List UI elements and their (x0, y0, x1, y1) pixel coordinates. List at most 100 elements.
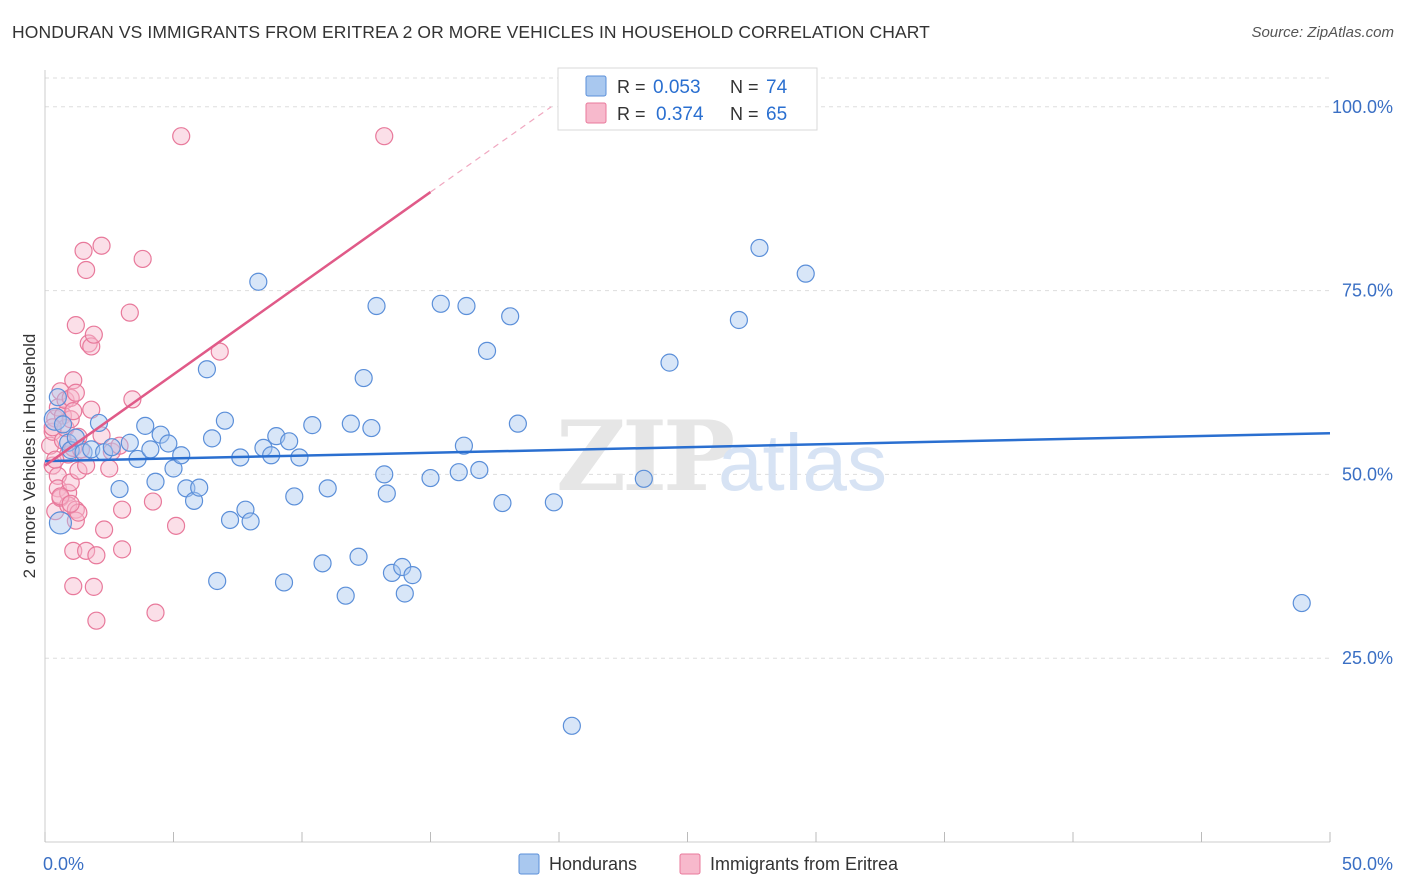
point-immigrants-from-eritrea (77, 541, 96, 560)
legend-n-value: 65 (766, 104, 787, 125)
point-immigrants-from-eritrea (84, 577, 103, 596)
point-hondurans (421, 468, 440, 488)
point-hondurans (431, 294, 450, 313)
point-hondurans (354, 368, 373, 388)
point-hondurans (349, 547, 368, 566)
y-tick-label: 50.0% (1342, 464, 1393, 484)
point-hondurans (274, 573, 294, 592)
point-hondurans (120, 433, 139, 452)
point-hondurans (159, 434, 178, 453)
x-tick-label: 0.0% (43, 854, 84, 874)
point-immigrants-from-eritrea (143, 492, 163, 511)
point-hondurans (562, 716, 581, 735)
point-hondurans (377, 484, 396, 503)
point-immigrants-from-eritrea (79, 334, 98, 353)
trend-line-hondurans (44, 431, 1331, 463)
legend-n-label: N = (730, 104, 759, 124)
point-immigrants-from-eritrea (95, 520, 114, 539)
point-hondurans (796, 264, 815, 283)
trend-line-eritrea-extension (430, 106, 552, 193)
stats-legend: R = 0.053 N = 74 R = 0.374 N = 65 (557, 67, 818, 131)
legend-n-label: N = (730, 77, 759, 97)
point-hondurans (280, 432, 299, 451)
point-hondurans (303, 416, 322, 435)
point-hondurans (53, 415, 73, 434)
point-hondurans (89, 413, 109, 433)
point-hondurans (382, 563, 402, 583)
y-tick-label: 25.0% (1342, 648, 1393, 668)
point-immigrants-from-eritrea (64, 402, 83, 421)
point-immigrants-from-eritrea (112, 500, 132, 519)
point-immigrants-from-eritrea (120, 303, 139, 322)
point-immigrants-from-eritrea (66, 383, 85, 402)
point-hondurans (470, 460, 489, 480)
point-hondurans (146, 472, 165, 491)
point-hondurans (1292, 593, 1311, 613)
point-immigrants-from-eritrea (64, 541, 83, 560)
point-hondurans (215, 411, 234, 430)
point-hondurans (141, 440, 160, 459)
legend-r-label: R = (617, 77, 646, 97)
point-hondurans (48, 511, 73, 535)
point-hondurans (318, 479, 337, 498)
point-immigrants-from-eritrea (61, 388, 80, 408)
point-immigrants-from-eritrea (43, 418, 62, 437)
point-immigrants-from-eritrea (172, 127, 191, 146)
point-hondurans (501, 307, 520, 326)
series-immigrants-from-eritrea (41, 127, 394, 630)
x-tick-label: 50.0% (1342, 854, 1393, 874)
y-tick-labels: 25.0% 50.0% 75.0% 100.0% (1332, 97, 1393, 668)
legend-swatch-eritrea-bottom (679, 853, 701, 875)
point-hondurans (362, 418, 381, 438)
axes (44, 70, 1331, 843)
point-immigrants-from-eritrea (92, 236, 111, 255)
legend-r-value: 0.053 (653, 77, 701, 98)
point-hondurans (110, 479, 129, 499)
point-immigrants-from-eritrea (66, 316, 85, 335)
point-immigrants-from-eritrea (87, 546, 106, 565)
point-hondurans (290, 448, 309, 467)
point-immigrants-from-eritrea (51, 487, 70, 506)
legend-label-hondurans: Hondurans (549, 854, 637, 874)
legend-n-value: 74 (766, 77, 788, 98)
legend-swatch-hondurans-bottom (518, 853, 540, 875)
point-hondurans (202, 429, 222, 448)
point-hondurans (341, 414, 360, 433)
point-hondurans (249, 272, 268, 291)
point-hondurans (493, 493, 512, 513)
point-hondurans (544, 493, 563, 512)
x-tick-labels: 0.0% 50.0% (43, 854, 1393, 874)
point-hondurans (477, 341, 497, 360)
point-hondurans (508, 414, 527, 433)
chart-title: HONDURAN VS IMMIGRANTS FROM ERITREA 2 OR… (12, 22, 930, 42)
point-immigrants-from-eritrea (112, 540, 132, 559)
point-immigrants-from-eritrea (146, 603, 165, 622)
point-hondurans (241, 512, 260, 531)
y-tick-label: 100.0% (1332, 97, 1393, 117)
point-immigrants-from-eritrea (61, 494, 80, 513)
point-immigrants-from-eritrea (87, 611, 106, 630)
point-hondurans (48, 388, 67, 407)
point-immigrants-from-eritrea (84, 325, 103, 344)
watermark: ZIP atlas (556, 400, 887, 513)
point-hondurans (190, 478, 209, 497)
point-hondurans (729, 310, 749, 330)
point-immigrants-from-eritrea (123, 390, 142, 409)
point-immigrants-from-eritrea (100, 459, 119, 478)
point-immigrants-from-eritrea (166, 516, 186, 535)
point-hondurans (457, 296, 476, 316)
point-immigrants-from-eritrea (110, 436, 129, 455)
watermark-atlas: atlas (718, 418, 887, 507)
point-hondurans (136, 416, 155, 435)
point-hondurans (220, 510, 240, 530)
point-immigrants-from-eritrea (64, 577, 83, 596)
legend-label-eritrea: Immigrants from Eritrea (710, 854, 899, 874)
series-legend: Hondurans Immigrants from Eritrea (518, 853, 899, 875)
point-hondurans (197, 360, 217, 379)
point-hondurans (660, 353, 679, 372)
point-hondurans (454, 436, 474, 455)
legend-r-value: 0.374 (656, 104, 704, 125)
point-hondurans (395, 584, 414, 603)
legend-r-label: R = (617, 104, 646, 124)
